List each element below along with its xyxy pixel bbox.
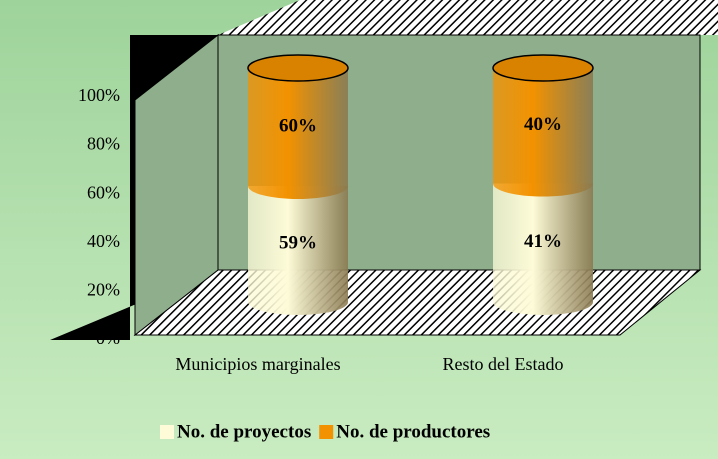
floor — [133, 269, 702, 336]
cylinder-segment — [493, 68, 593, 197]
cylinder-segment — [248, 185, 348, 315]
y-tick-label: 20% — [87, 280, 120, 300]
cylinder-segment — [493, 183, 593, 315]
y-tick-label: 40% — [87, 231, 120, 251]
value-label: 41% — [524, 231, 562, 252]
value-label: 60% — [279, 115, 317, 136]
top-hatch — [218, 0, 718, 35]
legend-swatch — [160, 425, 174, 439]
value-label: 40% — [524, 114, 562, 135]
x-tick-label: Resto del Estado — [443, 354, 564, 374]
x-tick-label: Municipios marginales — [175, 354, 340, 374]
legend-swatch — [319, 425, 334, 439]
y-tick-label: 100% — [78, 85, 120, 105]
legend-label: No. de proyectos — [177, 421, 311, 442]
side-wall-front — [134, 33, 219, 337]
y-tick-label: 80% — [87, 134, 120, 154]
y-tick-label: 0% — [96, 328, 120, 348]
cylinder-top — [492, 54, 594, 82]
cylinder-top — [247, 54, 349, 82]
cylinder-segment — [248, 68, 348, 199]
legend-label: No. de productores — [336, 421, 490, 442]
y-tick-label: 60% — [87, 182, 120, 202]
value-label: 59% — [279, 232, 317, 253]
